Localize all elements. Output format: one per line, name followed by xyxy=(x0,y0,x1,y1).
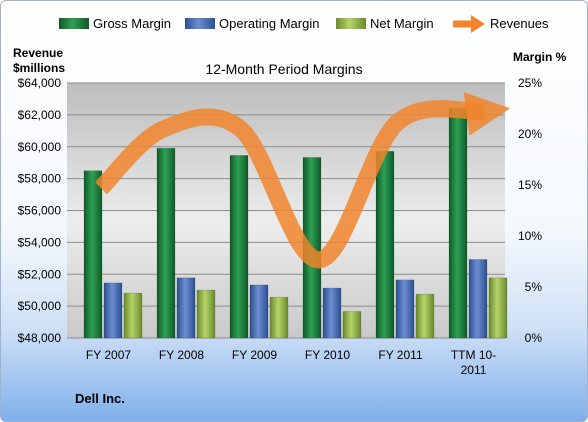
revenue-series xyxy=(94,92,511,269)
right-tick-label: 15% xyxy=(518,178,542,192)
bar-operating-margin xyxy=(395,279,415,339)
right-tick-label: 5% xyxy=(525,280,543,294)
company-name: Dell Inc. xyxy=(75,391,125,406)
legend-label-gross: Gross Margin xyxy=(93,16,171,31)
bar-operating-margin xyxy=(322,287,342,339)
legend-arrow-icon xyxy=(471,15,485,33)
bar-operating-margin xyxy=(103,282,123,339)
right-tick-label: 10% xyxy=(518,229,542,243)
right-axis-ticks: 0% 5% 10% 15% 20% 25% xyxy=(518,76,542,345)
legend-label-revenues: Revenues xyxy=(490,16,549,31)
left-axis-label-line1: Revenue xyxy=(13,46,63,60)
x-tick-label: TTM 10- xyxy=(451,348,496,362)
bar-net-margin xyxy=(488,277,508,339)
x-tick-label: FY 2007 xyxy=(86,348,131,362)
bar-gross-margin xyxy=(229,155,249,339)
bar-gross-margin xyxy=(83,170,103,339)
bar-gross-margin xyxy=(156,148,176,339)
bar-net-margin xyxy=(415,293,435,339)
left-tick-label: $64,000 xyxy=(18,76,62,90)
legend-swatch-gross xyxy=(59,18,89,29)
x-tick-label: FY 2010 xyxy=(305,348,350,362)
left-tick-label: $58,000 xyxy=(18,172,62,186)
legend-swatch-operating xyxy=(185,18,215,29)
right-axis-label: Margin % xyxy=(513,50,567,64)
legend-label-net: Net Margin xyxy=(370,16,434,31)
bar-gross-margin xyxy=(448,108,468,339)
legend-swatch-net xyxy=(336,18,366,29)
left-axis-ticks: $48,000 $50,000 $52,000 $54,000 $56,000 $58,0… xyxy=(18,76,62,345)
left-tick-label: $62,000 xyxy=(18,108,62,122)
chart-title: 12-Month Period Margins xyxy=(205,61,362,77)
bars xyxy=(83,108,508,339)
bar-operating-margin xyxy=(176,277,196,339)
left-tick-label: $54,000 xyxy=(18,235,62,249)
legend-label-operating: Operating Margin xyxy=(219,16,319,31)
left-tick-label: $48,000 xyxy=(18,331,62,345)
bar-gross-margin xyxy=(375,151,395,339)
bar-operating-margin xyxy=(249,284,269,339)
left-tick-label: $56,000 xyxy=(18,204,62,218)
bar-operating-margin xyxy=(468,259,488,339)
x-tick-label: FY 2011 xyxy=(378,348,423,362)
x-axis-ticks: FY 2007 FY 2008 FY 2009 FY 2010 FY 2011 TTM 1… xyxy=(86,348,496,377)
bar-net-margin xyxy=(196,289,216,339)
x-tick-label: FY 2009 xyxy=(232,348,277,362)
right-tick-label: 0% xyxy=(525,331,543,345)
revenue-line xyxy=(94,92,511,269)
bar-net-margin xyxy=(342,311,362,339)
bar-net-margin xyxy=(269,296,289,339)
right-tick-label: 25% xyxy=(518,76,542,90)
bar-net-margin xyxy=(123,292,143,339)
left-tick-label: $52,000 xyxy=(18,267,62,281)
left-tick-label: $60,000 xyxy=(18,140,62,154)
x-tick-label: 2011 xyxy=(461,363,487,377)
right-tick-label: 20% xyxy=(518,127,542,141)
left-axis-label-line2: $millions xyxy=(13,61,65,75)
left-tick-label: $50,000 xyxy=(18,299,62,313)
x-tick-label: FY 2008 xyxy=(159,348,204,362)
legend: Gross Margin Operating Margin Net Margin… xyxy=(59,15,549,33)
